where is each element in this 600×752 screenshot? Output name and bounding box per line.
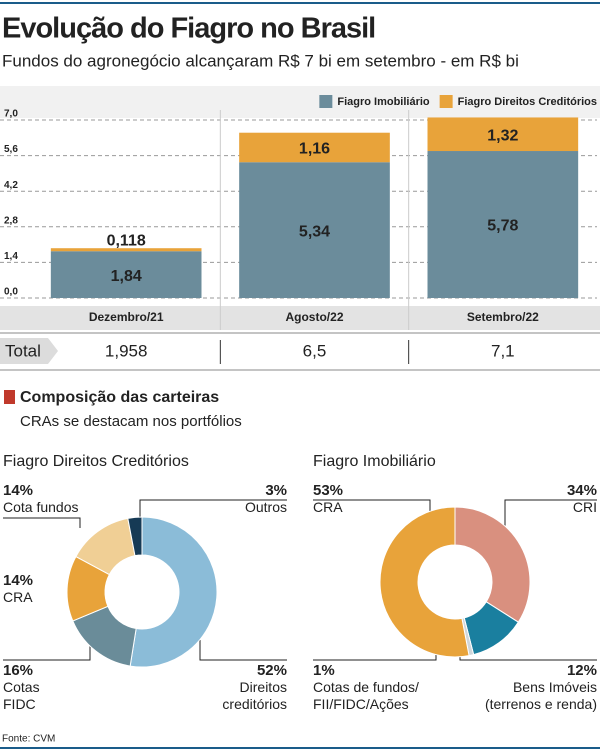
bar-segment xyxy=(50,251,202,298)
donut-label: 16% Cotas FIDC xyxy=(3,662,53,713)
bar-segment xyxy=(427,117,579,152)
donut-label: 14% Cota fundos xyxy=(3,482,123,516)
donut-label: 52% Direitos creditórios xyxy=(207,662,287,713)
legend-band xyxy=(0,86,600,118)
section-marker xyxy=(4,390,15,404)
donut-segment xyxy=(379,506,470,658)
total-label: Total xyxy=(5,341,41,360)
section-title: Composição das carteiras xyxy=(20,389,219,406)
value-label: 1,16 xyxy=(299,141,330,158)
bar-segment xyxy=(427,151,579,298)
bar-segment xyxy=(239,162,390,298)
legend-label: Fiagro Direitos Creditórios xyxy=(458,96,597,108)
value-label: 0,118 xyxy=(107,232,146,249)
category-band xyxy=(0,306,600,330)
y-tick-label: 7,0 xyxy=(4,109,18,120)
value-label: 1,84 xyxy=(111,268,142,285)
donut-category: CRI xyxy=(572,499,597,515)
donut-category: CRA xyxy=(3,589,33,605)
y-tick-label: 5,6 xyxy=(4,144,18,155)
total-value: 6,5 xyxy=(303,341,327,360)
legend-swatch xyxy=(439,95,453,108)
donut-segment xyxy=(127,516,143,557)
total-value: 7,1 xyxy=(491,341,515,360)
donut-value-label: 53% xyxy=(313,482,344,499)
x-tick-label: Dezembro/21 xyxy=(89,310,164,324)
bar-segment xyxy=(50,248,202,252)
donut-value-label: 34% xyxy=(566,482,597,499)
donut-segment xyxy=(454,506,531,623)
legend-swatch xyxy=(319,95,333,108)
donut-label: 1% Cotas de fundos/ FII/FIDC/Ações xyxy=(313,662,431,713)
donut-label: 14% CRA xyxy=(3,572,93,606)
legend-label: Fiagro Imobiliário xyxy=(337,96,430,108)
y-tick-label: 2,8 xyxy=(4,215,18,226)
x-tick-label: Agosto/22 xyxy=(285,310,343,324)
subtitle: Fundos do agronegócio alcançaram R$ 7 bi… xyxy=(2,51,519,70)
donut-category: CRA xyxy=(313,499,343,515)
donut-title: Fiagro Imobiliário xyxy=(313,453,436,470)
y-tick-label: 4,2 xyxy=(4,180,18,191)
donut-label: 12% Bens Imóveis (terrenos e renda) xyxy=(467,662,597,713)
value-label: 5,34 xyxy=(299,223,330,240)
donut-category: Bens Imóveis (terrenos e renda) xyxy=(484,679,597,712)
value-label: 1,32 xyxy=(487,127,518,144)
source: Fonte: CVM xyxy=(2,734,55,745)
donut-value-label: 3% xyxy=(265,482,287,499)
donut-label: 53% CRA xyxy=(313,482,433,516)
donut-label: 3% Outros xyxy=(207,482,287,516)
donut-category: Outros xyxy=(244,499,287,515)
donut-value-label: 1% xyxy=(313,662,335,679)
donut-category: Cotas de fundos/ FII/FIDC/Ações xyxy=(313,679,419,712)
donut-label: 34% CRI xyxy=(467,482,597,516)
section-subtitle: CRAs se destacam nos portfólios xyxy=(20,413,242,430)
donut-category: Cotas FIDC xyxy=(3,679,40,712)
donut-value-label: 14% xyxy=(3,482,34,499)
total-value: 1,958 xyxy=(105,341,148,360)
donut-category: Cota fundos xyxy=(3,499,79,515)
total-tag xyxy=(0,338,58,364)
donut-value-label: 16% xyxy=(3,662,34,679)
donut-segment xyxy=(129,516,218,668)
value-label: 5,78 xyxy=(487,218,518,235)
title: Evolução do Fiagro no Brasil xyxy=(2,13,375,45)
bar-segment xyxy=(239,132,390,163)
y-tick-label: 1,4 xyxy=(4,251,18,262)
x-tick-label: Setembro/22 xyxy=(467,310,539,324)
y-tick-label: 0,0 xyxy=(4,287,18,298)
donut-value-label: 52% xyxy=(256,662,287,679)
donut-value-label: 12% xyxy=(566,662,597,679)
donut-title: Fiagro Direitos Creditórios xyxy=(3,453,189,470)
donut-category: Direitos creditórios xyxy=(222,679,287,712)
donut-value-label: 14% xyxy=(3,572,34,589)
